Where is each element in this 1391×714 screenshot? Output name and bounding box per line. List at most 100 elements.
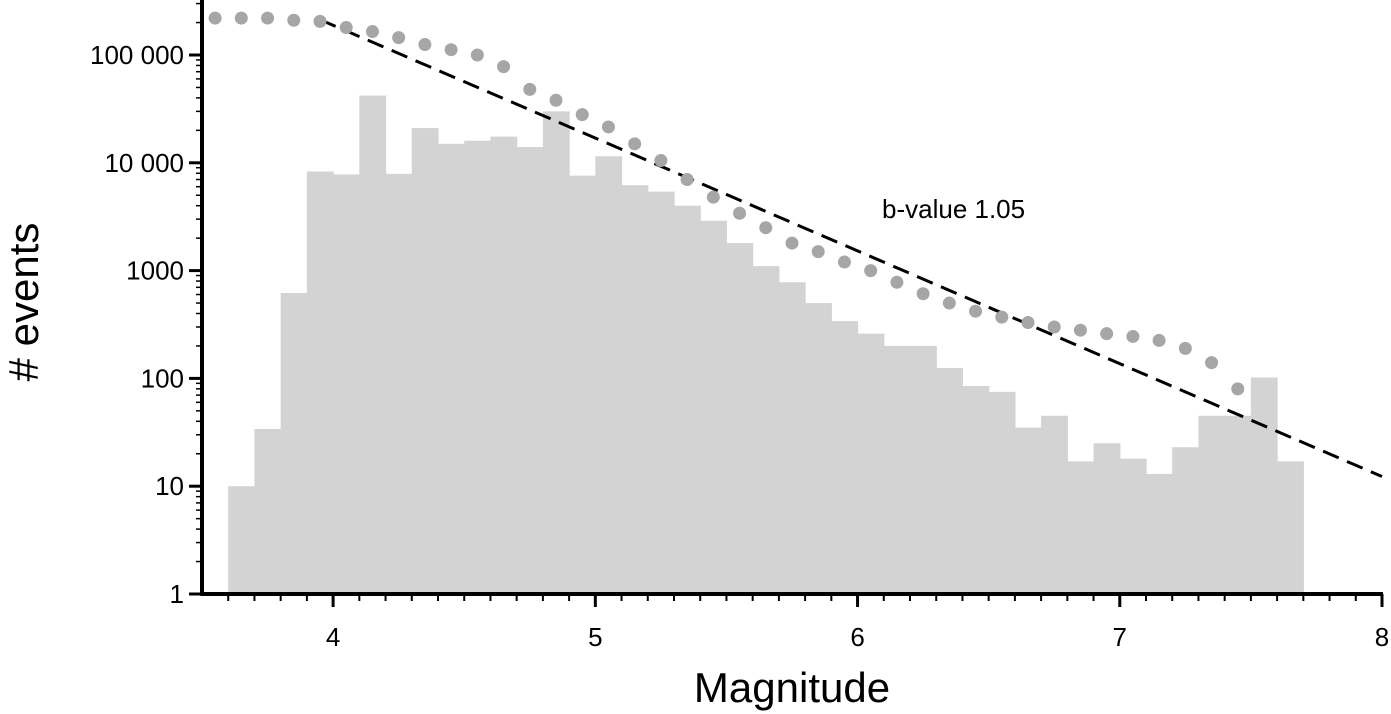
histogram-bar	[988, 391, 1016, 594]
cumulative-point	[523, 82, 537, 96]
histogram-bar	[1224, 415, 1252, 594]
cumulative-point	[654, 154, 668, 168]
cumulative-point	[418, 38, 432, 52]
cumulative-points	[208, 11, 1245, 396]
y-tick-label: 10 000	[104, 148, 184, 178]
histogram-bar	[726, 243, 754, 594]
histogram-bar	[438, 143, 465, 594]
x-tick-label: 6	[850, 622, 864, 652]
histogram-bar	[1277, 461, 1304, 594]
tick-labels: 4 5 6 7 8 1 10 100 1000 10 000 100 000	[90, 40, 1389, 652]
y-tick-label: 100	[141, 363, 184, 393]
histogram-bar	[1041, 415, 1068, 594]
x-tick-label: 5	[588, 622, 602, 652]
histogram-bar	[542, 111, 570, 595]
cumulative-point	[444, 43, 458, 57]
histogram-bar	[464, 140, 492, 595]
axes	[189, 0, 1384, 607]
cumulative-point	[1205, 356, 1219, 370]
y-tick-label: 10	[155, 471, 184, 501]
cumulative-point	[969, 304, 983, 318]
histogram-bar	[962, 386, 990, 594]
histogram-bar	[1093, 443, 1121, 594]
fit-line	[319, 18, 1383, 478]
histogram-bar	[333, 174, 360, 594]
x-axis-title: Magnitude	[694, 664, 890, 711]
cumulative-point	[1021, 316, 1035, 329]
histogram-bar	[936, 367, 964, 594]
cumulative-point	[864, 264, 878, 278]
cumulative-point	[1152, 333, 1166, 347]
cumulative-point	[706, 190, 720, 204]
histogram-bars	[228, 95, 1304, 595]
histogram-bar	[306, 171, 334, 594]
histogram-bar	[831, 321, 859, 594]
cumulative-point	[261, 11, 275, 25]
histogram-bar	[752, 266, 780, 594]
fit-line-group	[319, 18, 1383, 478]
y-tick-label: 1	[170, 579, 184, 609]
cumulative-point	[549, 93, 563, 107]
histogram-bar	[1172, 447, 1200, 594]
cumulative-point	[995, 310, 1009, 324]
histogram-bar	[1146, 473, 1173, 594]
histogram-bar	[1119, 458, 1147, 594]
cumulative-point	[392, 31, 406, 45]
cumulative-point	[234, 11, 248, 25]
cumulative-point	[837, 255, 851, 269]
cumulative-point	[1100, 327, 1114, 341]
histogram-bar	[228, 486, 256, 594]
y-axis-title: # events	[0, 223, 47, 382]
histogram-bar	[805, 303, 832, 594]
histogram-bar	[280, 292, 308, 594]
cumulative-point	[1231, 382, 1245, 396]
cumulative-point	[365, 25, 379, 39]
x-tick-label: 7	[1113, 622, 1127, 652]
cumulative-point	[470, 48, 484, 62]
cumulative-point	[680, 173, 694, 186]
cumulative-point	[208, 11, 222, 25]
cumulative-point	[942, 296, 956, 310]
histogram-bar	[490, 136, 518, 594]
x-tick-label: 8	[1375, 622, 1389, 652]
cumulative-point	[287, 13, 301, 27]
cumulative-point	[313, 14, 327, 28]
histogram-bar	[647, 191, 675, 594]
cumulative-point	[733, 206, 747, 220]
histogram-bar	[1067, 461, 1095, 594]
histogram-bar	[700, 220, 728, 594]
cumulative-point	[811, 245, 825, 259]
y-tick-label: 100 000	[90, 40, 184, 70]
cumulative-point	[601, 120, 615, 134]
cumulative-point	[1178, 341, 1192, 355]
histogram-bar	[516, 147, 544, 595]
histogram-bar	[411, 128, 439, 594]
cumulative-point	[1073, 323, 1087, 337]
cumulative-point	[916, 287, 930, 301]
histogram-bar	[1014, 427, 1042, 594]
x-tick-label: 4	[326, 622, 340, 652]
cumulative-point	[628, 137, 642, 151]
cumulative-point	[575, 108, 589, 122]
histogram-bar	[621, 185, 649, 594]
histogram-bar	[359, 95, 387, 595]
histogram-bar	[595, 156, 623, 594]
histogram-bar	[254, 428, 282, 594]
histogram-bar	[569, 175, 596, 594]
y-tick-label: 1000	[126, 256, 184, 286]
cumulative-point	[890, 275, 904, 289]
cumulative-point	[339, 20, 353, 34]
histogram-bar	[778, 282, 806, 594]
cumulative-point	[785, 236, 799, 250]
histogram-bar	[385, 173, 413, 594]
histogram-bar	[674, 205, 701, 594]
histogram-bar	[910, 345, 937, 594]
histogram-bar	[1198, 415, 1226, 594]
histogram-bar	[857, 333, 885, 594]
b-value-annotation: b-value 1.05	[882, 194, 1025, 224]
cumulative-point	[1126, 329, 1140, 343]
cumulative-point	[759, 221, 773, 235]
histogram-bar	[883, 345, 911, 594]
histogram-bar	[1250, 377, 1278, 594]
